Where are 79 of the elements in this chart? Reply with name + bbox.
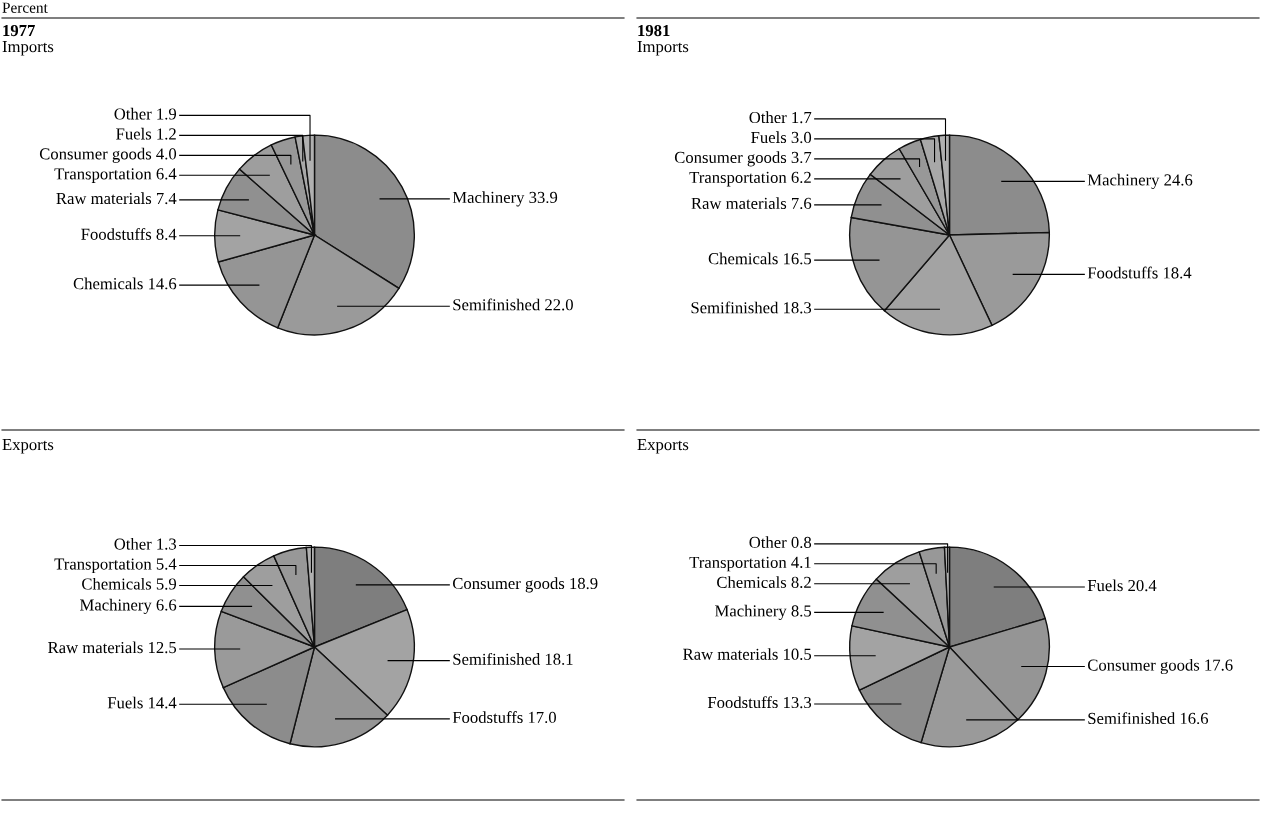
chart-title: 1977: [3, 24, 35, 37]
data-label: 22.0: [545, 299, 573, 311]
slice-label: Chemicals: [708, 252, 778, 265]
chart-title: 1981: [638, 24, 670, 37]
slice-label: Fuels: [1087, 579, 1123, 592]
data-label: 17.0: [528, 711, 556, 724]
slice-label: Transportation: [689, 556, 787, 572]
data-label: 3.7: [791, 151, 812, 164]
chart-subtitle: Imports: [2, 41, 54, 56]
data-label: 16.6: [1180, 712, 1209, 725]
data-label: 16.5: [784, 253, 812, 265]
data-label: 14.4: [149, 697, 177, 709]
data-label: 7.4: [156, 192, 177, 205]
slice-label: Fuels: [107, 696, 143, 709]
slice-label: Fuels: [751, 131, 787, 144]
data-label: 6.6: [156, 599, 177, 611]
slice-label: Raw materials: [56, 192, 152, 205]
slice-label: Other: [749, 111, 787, 124]
data-label: 18.3: [784, 302, 812, 314]
slice-label: Foodstuffs: [1087, 266, 1158, 279]
data-label: 8.4: [156, 228, 177, 240]
data-label: 10.5: [784, 648, 812, 660]
data-label: 14.6: [149, 278, 177, 290]
data-label: 1.7: [792, 111, 812, 124]
chart-subtitle: Exports: [2, 439, 54, 454]
data-label: 5.4: [156, 558, 177, 570]
slice-label: Consumer goods: [39, 147, 152, 163]
slice-label: Raw materials: [48, 641, 143, 654]
slice-label: Machinery: [80, 598, 152, 614]
data-label: 7.6: [791, 197, 812, 210]
data-label: 24.6: [1164, 174, 1193, 186]
data-label: 18.1: [545, 653, 573, 665]
data-label: 1.2: [157, 128, 176, 140]
data-label: 33.9: [529, 191, 558, 204]
data-label: 4.1: [791, 556, 811, 569]
data-label: 18.9: [570, 577, 598, 590]
slice-label: Other: [114, 107, 152, 120]
data-label: 12.5: [149, 641, 177, 654]
data-label: 3.0: [791, 131, 812, 144]
data-label: 5.9: [156, 578, 177, 590]
data-label: 20.4: [1128, 579, 1157, 592]
slice-label: Foodstuffs: [81, 227, 152, 240]
slice-label: Fuels: [116, 127, 152, 140]
text: Percent: [2, 2, 48, 13]
slice-label: Raw materials: [691, 197, 787, 209]
slice-label: Foodstuffs: [452, 711, 523, 724]
slice-label: Semifinished: [453, 298, 541, 311]
slice-label: Transportation: [54, 168, 152, 183]
slice-label: Transportation: [689, 171, 787, 187]
slice-label: Semifinished: [453, 652, 541, 665]
slice-label: Raw materials: [683, 648, 778, 660]
data-label: 4.0: [156, 148, 177, 160]
chart-subtitle: Exports: [637, 439, 689, 454]
slice-label: Chemicals: [73, 277, 143, 290]
slice-label: Chemicals: [82, 577, 152, 590]
data-label: 0.8: [791, 536, 812, 549]
data-label: 18.4: [1163, 267, 1192, 279]
slice-label: Machinery: [452, 191, 525, 207]
slice-label: Semifinished: [691, 301, 779, 314]
data-label: 1.3: [157, 538, 177, 550]
slice-label: Semifinished: [1088, 712, 1176, 725]
data-label: 17.6: [1205, 659, 1233, 671]
slice-label: Foodstuffs: [707, 696, 778, 709]
data-label: 8.2: [791, 576, 811, 589]
slice-label: Other: [114, 537, 152, 550]
data-label: 1.9: [157, 108, 177, 120]
slice-label: Chemicals: [717, 576, 787, 588]
slice-label: Machinery: [715, 604, 787, 620]
slice-label: Transportation: [54, 558, 152, 574]
data-label: 6.4: [156, 168, 177, 180]
data-label: 13.3: [784, 696, 812, 709]
chart-subtitle: Imports: [637, 41, 689, 56]
slice-label: Consumer goods: [452, 577, 565, 593]
data-label: 6.2: [791, 171, 811, 184]
slice-label: Machinery: [1087, 173, 1160, 189]
slice-label: Other: [749, 536, 787, 549]
slice-label: Consumer goods: [1087, 658, 1200, 675]
data-label: 8.5: [791, 605, 812, 617]
slice-label: Consumer goods: [674, 151, 787, 167]
